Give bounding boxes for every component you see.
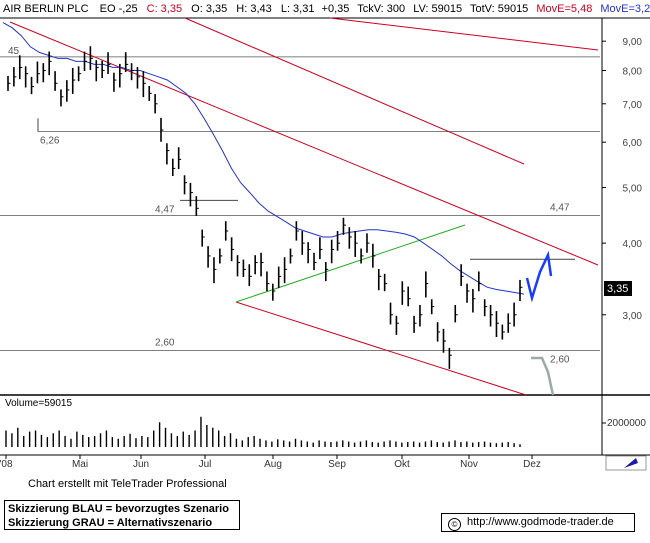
volume-bars (5, 416, 521, 447)
level-label: 45 (8, 46, 20, 57)
time-axis: '08 Mai Jun Jul Aug Sep Okt Nov Dez (0, 455, 541, 470)
y-tick-label: 3,00 (623, 311, 643, 322)
y-tick-label: 9,00 (623, 37, 643, 48)
blue-scenario-arrow (525, 250, 553, 303)
x-tick-label: Jul (199, 459, 212, 470)
parallel-channel-line (329, 17, 599, 51)
legend-grey: Skizzierung GRAU = Alternativszenario (8, 517, 213, 529)
legend-blue: Skizzierung BLAU = bevorzugtes Szenario (8, 503, 229, 515)
move-blue: MovE=3,22 (600, 3, 650, 15)
level-label: 4,47 (550, 202, 570, 213)
volume-label: Volume=59015 (5, 398, 72, 409)
y-tick-label: 6,00 (623, 138, 643, 149)
website-url: http://www.godmode-trader.de (467, 516, 614, 528)
downtrend-upper-line (9, 21, 599, 266)
scenario-sketches (525, 250, 555, 396)
website-link[interactable]: © http://www.godmode-trader.de (441, 513, 635, 532)
level-label: 4,47 (155, 204, 175, 215)
x-tick-label: Dez (523, 459, 541, 470)
trend-lines (9, 17, 599, 396)
y-tick-label: 4,00 (623, 239, 643, 250)
x-tick-label: Okt (394, 459, 410, 470)
level-label: 6,26 (40, 136, 60, 147)
move-red: MovE=5,48 (536, 3, 592, 15)
last-price-box (604, 281, 632, 296)
stock-name: AIR BERLIN PLC (3, 3, 89, 15)
chart-credit: Chart erstellt mit TeleTrader Profession… (28, 478, 227, 490)
level-label: 2,60 (155, 337, 175, 348)
price-axis: 9,00 8,00 7,00 6,00 5,00 4,00 3,00 (602, 37, 642, 322)
chart-menu-button[interactable] (605, 455, 647, 471)
scenario-legend: Skizzierung BLAU = bevorzugtes Szenario … (4, 500, 240, 530)
trend-arrow-icon (624, 458, 638, 468)
chart-header: AIR BERLIN PLC EO -,25 C: 3,35 O: 3,35 H… (3, 3, 650, 15)
uptrend-line (235, 224, 466, 303)
moving-average-line (2, 22, 525, 295)
moving-average (2, 22, 525, 295)
y-tick-label: 5,00 (623, 184, 643, 195)
x-tick-label: Jun (133, 459, 149, 470)
y-tick-label: 8,00 (623, 67, 643, 78)
copyright-icon: © (448, 518, 461, 531)
parallel-channel-line (184, 17, 525, 165)
downtrend-lower-line (235, 301, 527, 396)
x-tick-label: Nov (460, 459, 478, 470)
y-tick-label: 7,00 (623, 100, 643, 111)
level-label: 2,60 (550, 354, 570, 365)
price-bars (7, 46, 523, 370)
x-tick-label: '08 (0, 459, 13, 470)
x-tick-label: Sep (328, 459, 346, 470)
x-tick-label: Aug (264, 459, 282, 470)
x-tick-label: Mai (72, 459, 88, 470)
close-price: C: 3,35 (147, 3, 182, 15)
grey-scenario-arrow (531, 356, 555, 396)
horizontal-levels: 45 6,26 4,47 4,47 2,60 2,60 (0, 46, 600, 365)
volume-tick-label: 2000000 (607, 418, 646, 429)
last-price-label: 3,35 (607, 283, 628, 295)
